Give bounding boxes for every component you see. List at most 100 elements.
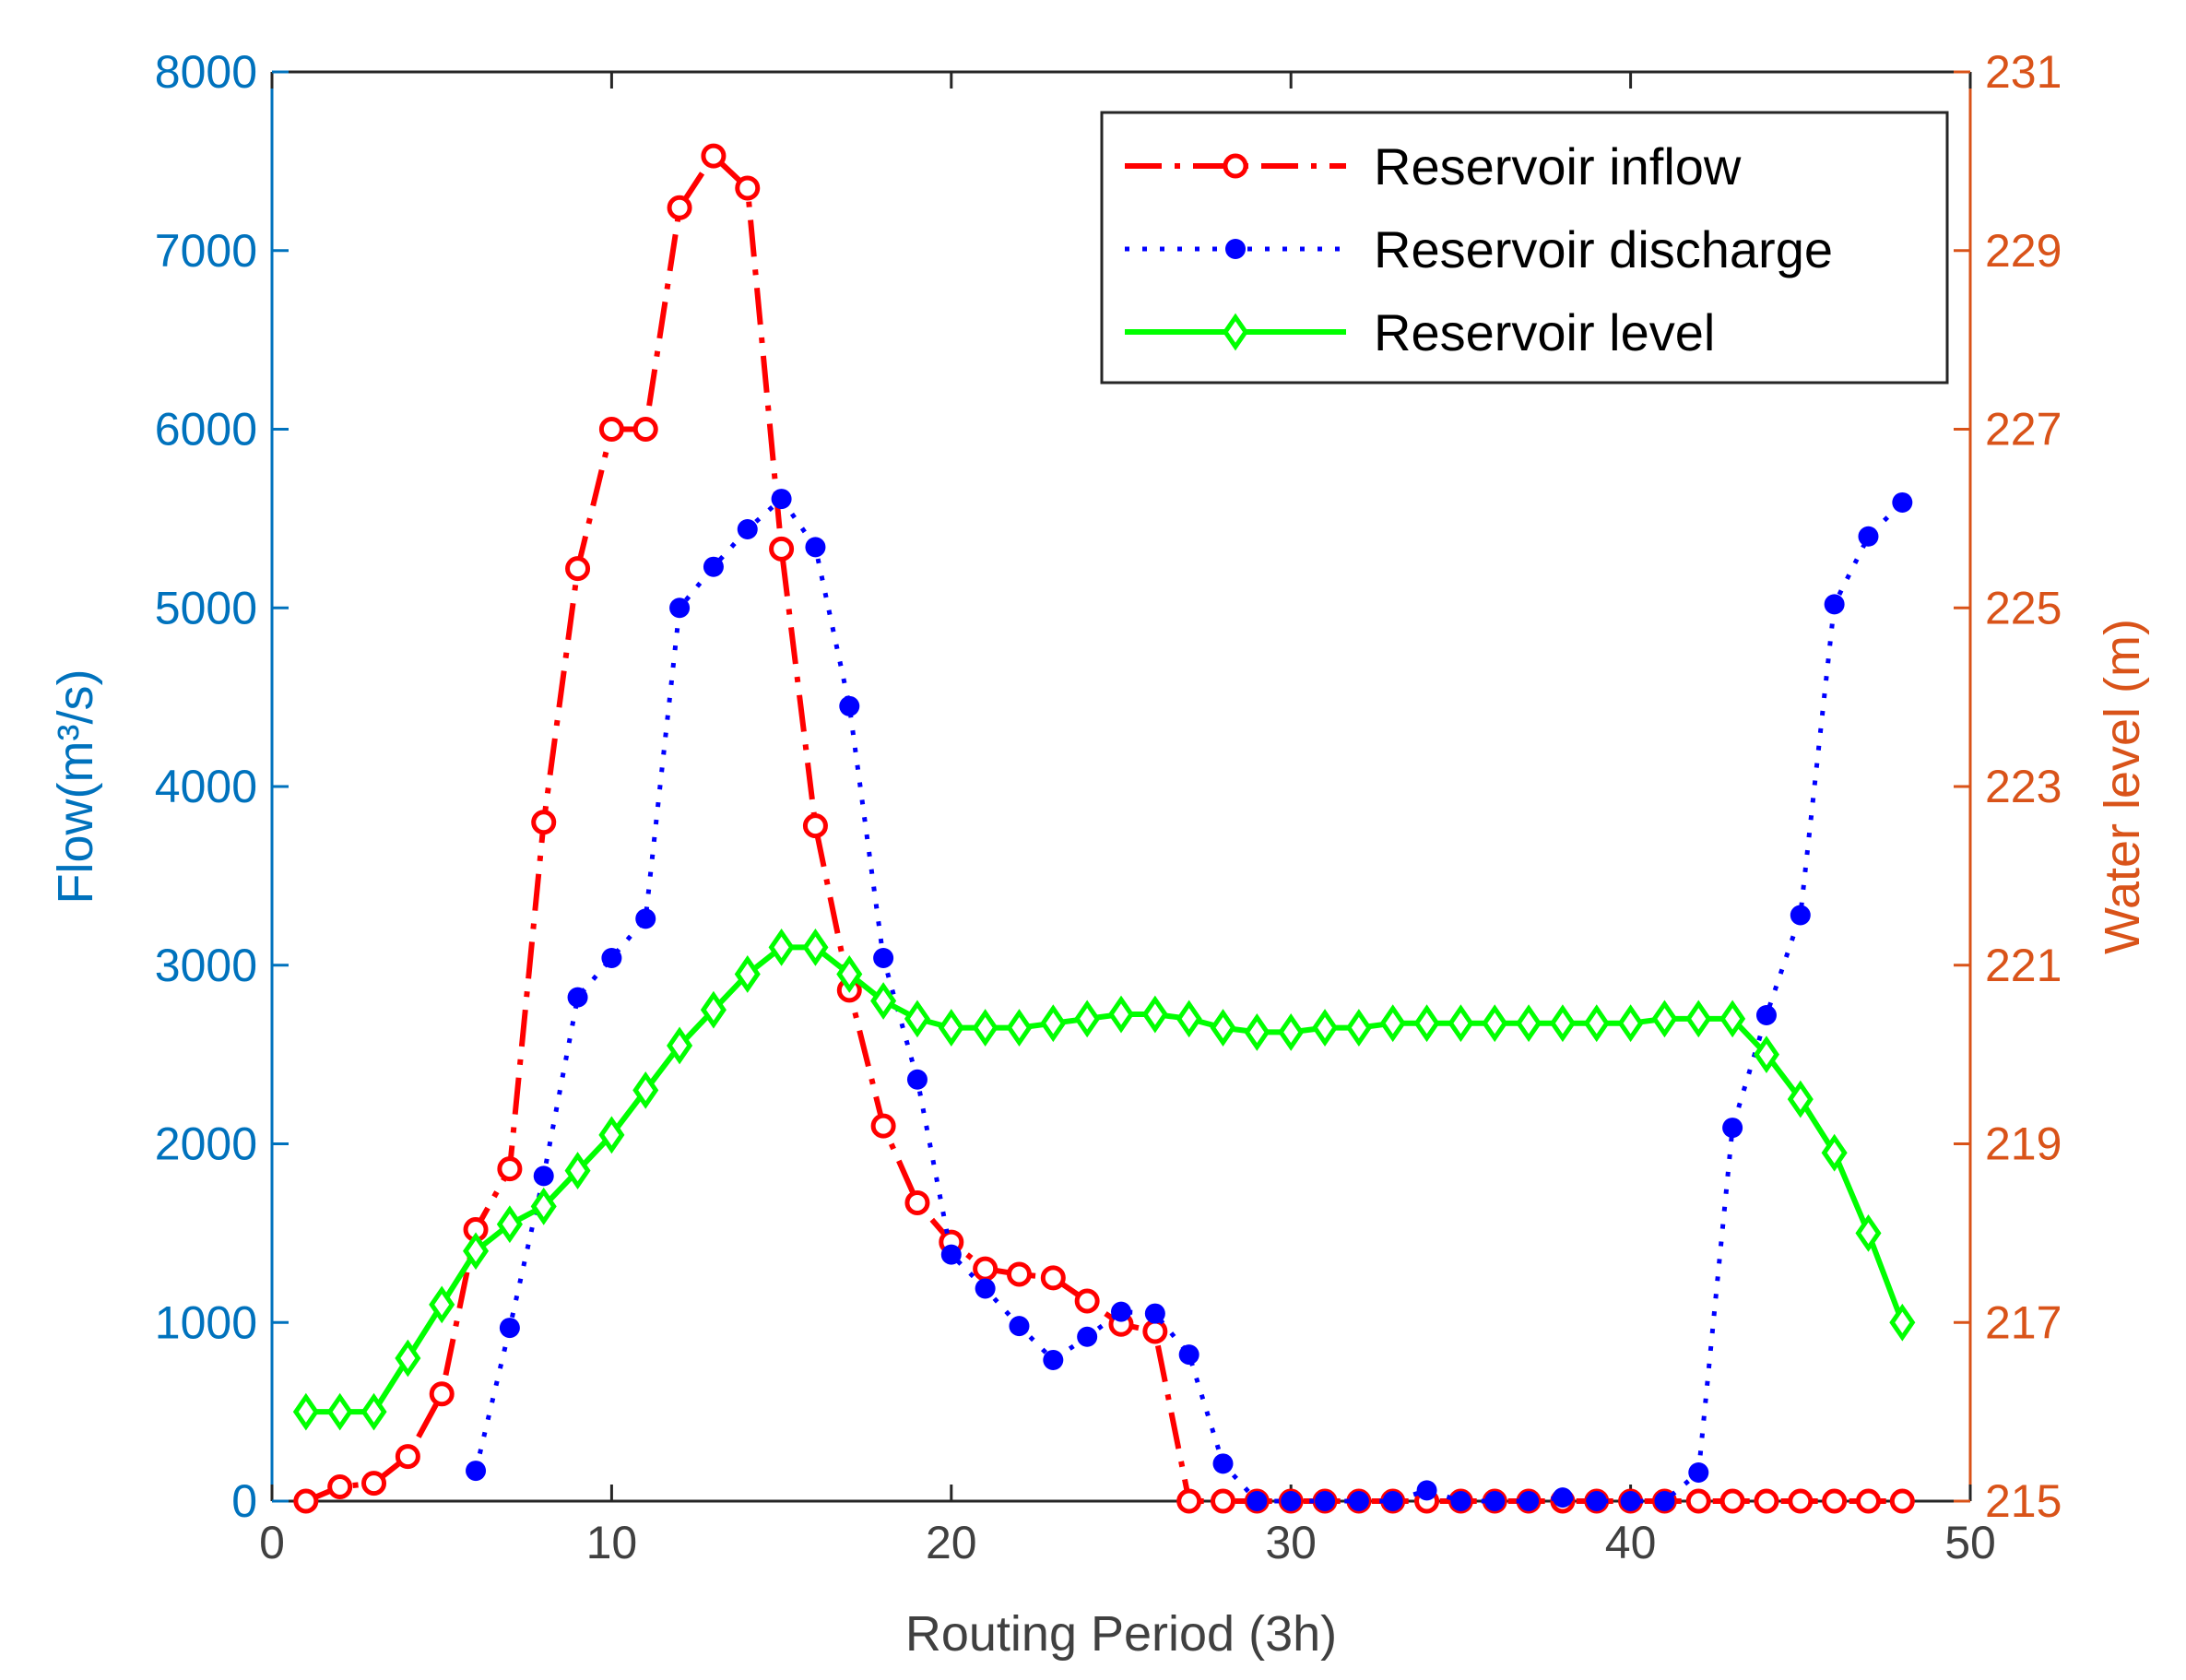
discharge-point [906, 1069, 928, 1090]
discharge-point [1654, 1491, 1675, 1511]
level-point [1345, 1009, 1372, 1047]
discharge-point [1722, 1118, 1743, 1139]
level-point [1583, 1004, 1610, 1043]
level-point [1855, 1213, 1882, 1252]
y-right-tick-label: 221 [1985, 940, 2062, 991]
inflow-point [1822, 1488, 1848, 1514]
level-point [1447, 1004, 1474, 1043]
x-axis-ticks: 0 10 20 30 40 50 [259, 72, 1996, 1568]
discharge-point [1416, 1480, 1437, 1501]
inflow-point [973, 1256, 998, 1282]
left-axis-ticks: 0 1000 2000 3000 4000 5000 6000 7000 8000 [155, 46, 289, 1527]
discharge-point [1043, 1349, 1064, 1370]
level-point [1312, 1009, 1339, 1047]
level-point [768, 928, 795, 966]
inflow-point [769, 536, 795, 562]
legend-discharge-label: Reservoir discharge [1374, 220, 1833, 278]
discharge-point [1212, 1453, 1234, 1474]
x-tick-label: 0 [259, 1517, 285, 1568]
discharge-point [1315, 1491, 1336, 1511]
discharge-point [1892, 491, 1913, 513]
inflow-point [667, 195, 692, 220]
discharge-point [771, 489, 792, 510]
y-right-tick-label: 215 [1985, 1475, 2062, 1527]
inflow-point [429, 1381, 455, 1407]
level-point [1107, 995, 1135, 1034]
level-point [1379, 1004, 1406, 1043]
discharge-point [1484, 1491, 1506, 1511]
y-left-tick-label: 3000 [155, 940, 257, 991]
inflow-point [531, 810, 557, 835]
inflow-point [1142, 1319, 1168, 1344]
inflow-point [598, 417, 624, 442]
y-right-tick-label: 231 [1985, 46, 2062, 98]
discharge-point [533, 1165, 554, 1187]
level-point [326, 1392, 353, 1431]
legend-discharge-marker [1225, 239, 1246, 259]
discharge-point [839, 695, 860, 716]
discharge-point [1824, 594, 1845, 615]
y-right-tick-label: 229 [1985, 225, 2062, 277]
y-left-tick-label: 0 [231, 1475, 257, 1527]
discharge-point [1586, 1491, 1607, 1511]
inflow-point [361, 1471, 387, 1497]
level-point [1889, 1303, 1916, 1342]
y-left-tick-label: 8000 [155, 46, 257, 98]
discharge-point [1620, 1491, 1641, 1511]
discharge-point [1755, 1005, 1777, 1025]
x-tick-label: 30 [1265, 1517, 1317, 1568]
series-level [292, 928, 1916, 1431]
right-axis-label: Water level (m) [2095, 619, 2150, 954]
level-point [1482, 1004, 1508, 1043]
inflow-point [1211, 1488, 1236, 1514]
legend-entry-inflow: Reservoir inflow [1125, 137, 1742, 195]
level-point [1244, 1012, 1270, 1051]
inflow-point [1040, 1265, 1066, 1291]
discharge-point [1688, 1462, 1709, 1483]
discharge-point [1348, 1491, 1369, 1511]
inflow-point [1719, 1488, 1745, 1514]
level-point [1006, 1009, 1033, 1047]
level-point [632, 1071, 659, 1109]
discharge-point [703, 556, 724, 577]
y-left-tick-label: 6000 [155, 404, 257, 455]
inflow-point [565, 556, 591, 582]
level-point [836, 955, 863, 993]
level-point [1821, 1133, 1848, 1172]
level-point [1176, 1000, 1202, 1038]
level-point [360, 1392, 387, 1431]
level-point [1685, 1000, 1712, 1038]
level-point [802, 928, 829, 966]
level-point [870, 982, 897, 1020]
x-tick-label: 10 [586, 1517, 638, 1568]
discharge-point [499, 1318, 520, 1339]
level-point [496, 1205, 523, 1244]
discharge-point [1111, 1301, 1131, 1322]
inflow-point [293, 1488, 319, 1514]
inflow-point [1889, 1488, 1915, 1514]
level-point [1549, 1004, 1576, 1043]
y-left-tick-label: 1000 [155, 1296, 257, 1348]
inflow-point [1855, 1488, 1881, 1514]
discharge-point [975, 1278, 996, 1299]
inflow-point [327, 1474, 353, 1499]
discharge-point [1552, 1487, 1573, 1508]
discharge-point [669, 597, 691, 619]
legend-inflow-marker [1223, 153, 1248, 179]
discharge-point [1281, 1491, 1302, 1511]
level-point [429, 1285, 455, 1324]
legend-entry-discharge: Reservoir discharge [1125, 220, 1833, 278]
inflow-point [497, 1156, 523, 1182]
left-axis-label: Flow(m³/s) [48, 669, 103, 905]
series-layer [292, 143, 1916, 1514]
level-point [1516, 1004, 1542, 1043]
y-right-tick-label: 219 [1985, 1118, 2062, 1170]
x-tick-label: 20 [926, 1517, 977, 1568]
legend-level-label: Reservoir level [1374, 303, 1715, 361]
level-point [1617, 1004, 1644, 1043]
level-point [700, 990, 727, 1029]
y-left-tick-label: 5000 [155, 582, 257, 633]
level-point [667, 1026, 693, 1065]
inflow-line [304, 153, 1903, 1504]
discharge-point [940, 1244, 962, 1265]
